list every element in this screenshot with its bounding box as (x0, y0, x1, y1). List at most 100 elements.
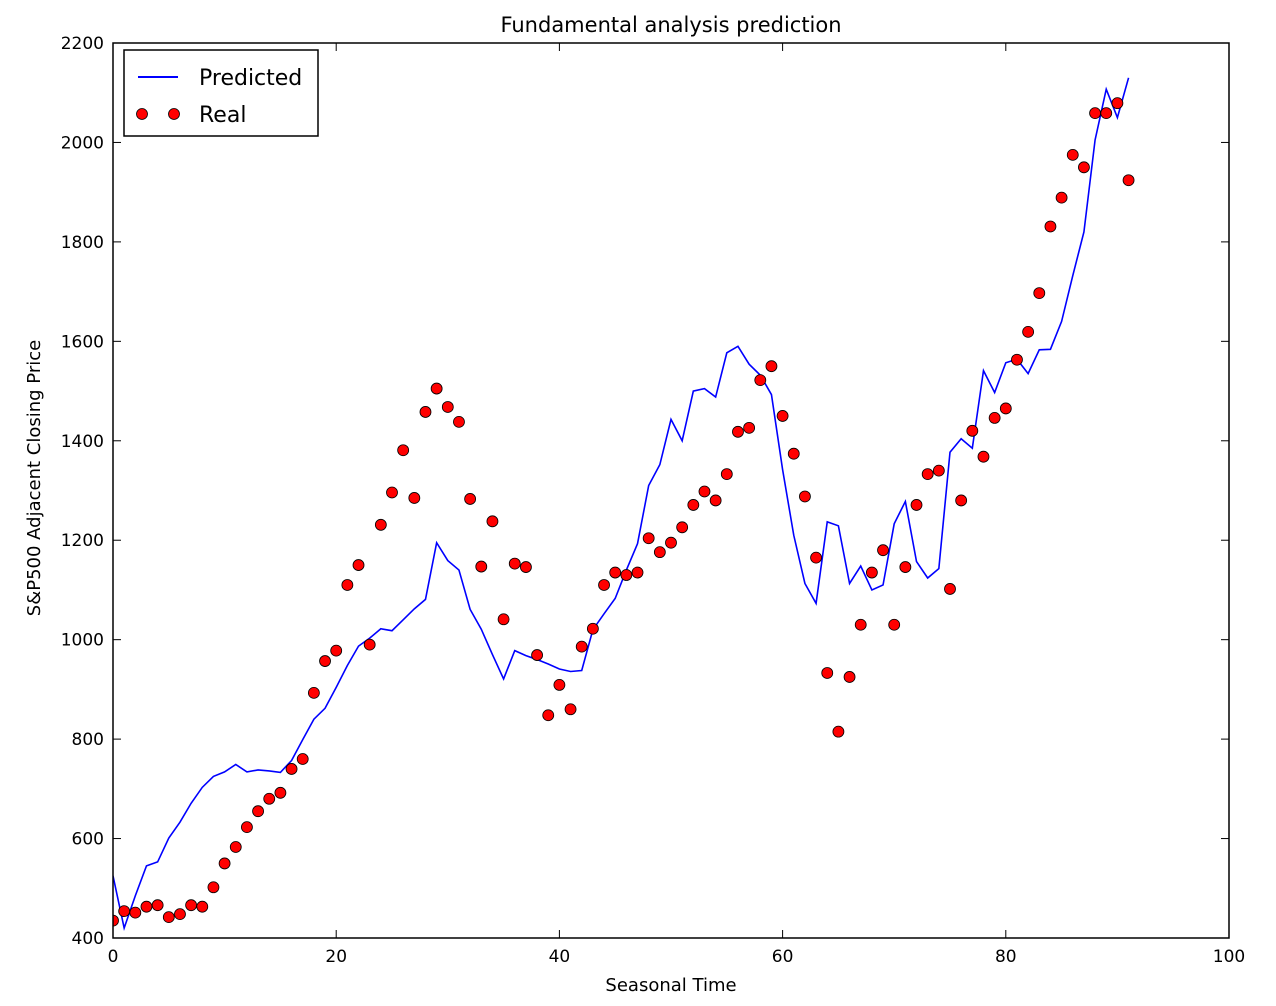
series-real-point (441, 401, 454, 413)
series-real-point (207, 881, 220, 894)
series-real-point (1066, 148, 1079, 161)
series-real-point (330, 644, 343, 657)
y-axis-label: S&P500 Adjacent Closing Price (24, 340, 45, 616)
series-real-point (865, 566, 878, 579)
series-real-point (352, 559, 365, 571)
chart-title: Fundamental analysis prediction (500, 13, 841, 37)
series-real-point (1111, 97, 1124, 110)
series-real-point (363, 638, 376, 651)
series-real-point (129, 906, 142, 919)
series-real-point (988, 412, 1001, 424)
series-real-point (151, 899, 164, 912)
series-real-point (732, 425, 744, 438)
plot-frame (112, 42, 1230, 939)
series-real-point (430, 382, 443, 395)
series-real-point (888, 618, 901, 631)
series-real-point (464, 493, 477, 505)
series-real-point (553, 679, 566, 691)
series-real-point (1089, 107, 1101, 120)
series-real-point (631, 566, 644, 579)
series-real-point (1100, 107, 1113, 120)
series-real-point (687, 499, 700, 511)
y-tick-label: 2200 (61, 34, 104, 54)
legend-box (123, 49, 319, 137)
series-real-point (1044, 220, 1057, 233)
series-real-point (140, 900, 153, 913)
series-real-point (1122, 174, 1135, 187)
y-tick-label: 1200 (61, 531, 104, 551)
series-real-point (966, 424, 979, 437)
series-real-point (453, 415, 465, 428)
x-axis-label: Seasonal Time (605, 975, 736, 996)
series-real-point (743, 421, 756, 434)
series-real-point (999, 402, 1012, 415)
series-real-point (821, 667, 834, 679)
legend-real-label: Real (199, 103, 246, 128)
series-real-point (720, 468, 733, 480)
series-real-point (787, 447, 800, 460)
series-real-point (397, 444, 410, 457)
series-real-point (698, 485, 711, 498)
legend-real-marker-1 (136, 108, 148, 120)
series-real-point (274, 786, 287, 799)
series-real-point (877, 544, 889, 557)
series-real-point (944, 583, 956, 595)
series-real-point (218, 857, 231, 870)
series-real-point (586, 622, 599, 635)
series-real-point (921, 468, 934, 480)
y-tick-label: 1000 (61, 631, 104, 651)
series-real-point (843, 671, 856, 683)
x-axis-ticks: 0 20 40 60 80 100 (108, 43, 1245, 967)
series-real-point (932, 464, 945, 477)
y-tick-label: 800 (72, 730, 104, 750)
legend-predicted-label: Predicted (199, 66, 302, 91)
series-real-point (642, 532, 655, 545)
series-real-point (252, 805, 264, 818)
series-real-point (1078, 161, 1090, 174)
series-real-point (386, 486, 398, 499)
legend: Predicted Real (123, 49, 319, 137)
series-real-point (575, 640, 588, 653)
series-real-point (620, 569, 633, 581)
y-tick-label: 2000 (61, 133, 104, 153)
x-tick-label: 100 (1213, 947, 1245, 967)
series-real-point (709, 494, 722, 507)
y-tick-label: 400 (72, 929, 104, 949)
series-real-point (374, 518, 387, 531)
y-tick-label: 1600 (61, 332, 104, 352)
series-real-point (799, 490, 811, 503)
series-real-point (910, 499, 923, 511)
series-real-point (341, 579, 354, 591)
series-real-point (162, 911, 175, 924)
series-real-point (598, 579, 610, 591)
series-real-point (263, 792, 276, 805)
series-real-point (977, 450, 990, 463)
series-real-point (765, 360, 778, 373)
series-real-point (419, 406, 432, 418)
series-real-point (1055, 191, 1068, 204)
series-real-point (854, 618, 867, 631)
series-real-point (285, 763, 298, 775)
y-tick-label: 1400 (61, 432, 104, 452)
series-real-point (776, 410, 789, 422)
series-real-point (319, 655, 331, 667)
series-real-point (475, 560, 488, 573)
series-real-point (899, 561, 912, 573)
series-real-point (508, 557, 521, 570)
series-real-point (676, 521, 689, 534)
x-tick-label: 20 (325, 947, 347, 967)
series-real-point (307, 686, 320, 699)
y-axis-ticks: 400 600 800 1000 1200 1400 1600 1800 2000 2200 (61, 34, 1229, 949)
legend-real-marker-2 (168, 108, 180, 120)
plot-content (113, 77, 1135, 932)
series-real-point (241, 821, 253, 834)
x-tick-label: 60 (772, 947, 794, 967)
x-tick-label: 40 (549, 947, 571, 967)
series-real-point (542, 709, 555, 722)
series-real-point (113, 914, 119, 927)
series-real-point (1022, 325, 1035, 338)
series-real-point (520, 561, 532, 573)
series-real-point (832, 725, 845, 738)
series-real-point (531, 649, 543, 661)
